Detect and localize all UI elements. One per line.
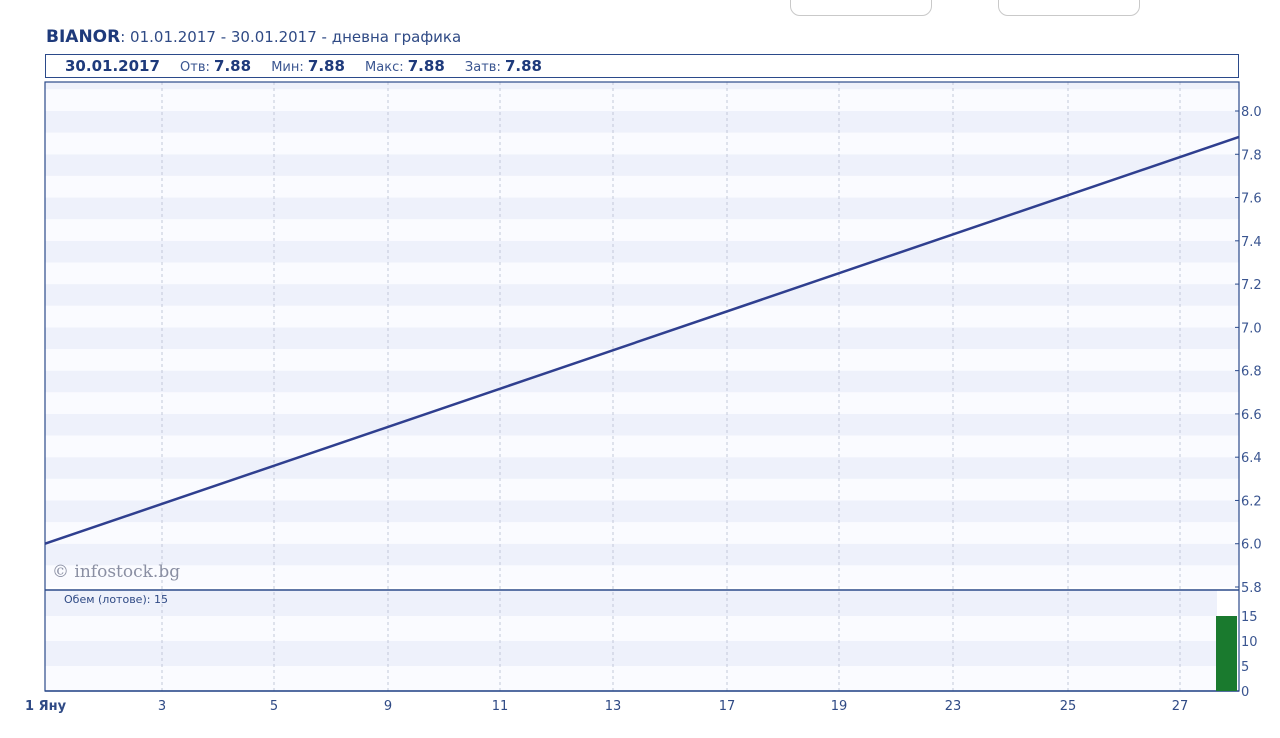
price-bands <box>45 82 1239 587</box>
chart-title: BIANOR: 01.01.2017 - 30.01.2017 - дневна… <box>46 27 461 47</box>
price-y-ticks: 5.8 6.0 6.2 6.4 6.6 6.8 7.0 7.2 7.4 7.6 7.8 8.0 <box>1235 105 1262 596</box>
open-value: 7.88 <box>214 57 252 75</box>
x-tick-label: 9 <box>384 699 392 714</box>
price-band <box>45 478 1239 501</box>
volume-band <box>45 616 1217 641</box>
x-tick-label: 25 <box>1060 699 1077 714</box>
volume-band <box>45 590 1217 616</box>
x-tick-label: 19 <box>831 699 848 714</box>
x-tick-label: 11 <box>492 699 509 714</box>
watermark: © infostock.bg <box>52 562 180 582</box>
y-tick-label: 7.0 <box>1241 321 1262 336</box>
price-band <box>45 392 1239 414</box>
price-band <box>45 349 1239 371</box>
y-tick-label: 5.8 <box>1241 581 1262 596</box>
volume-label: Обем (лотове): 15 <box>64 593 168 606</box>
y-tick-label: 8.0 <box>1241 105 1262 120</box>
y-tick-label: 6.4 <box>1241 451 1262 466</box>
price-band <box>45 154 1239 176</box>
y-tick-label: 7.2 <box>1241 278 1262 293</box>
x-ticks: 1 Яну 3 5 9 11 13 17 19 23 25 27 <box>25 699 1188 714</box>
min-label: Мин: <box>271 60 304 75</box>
price-band <box>45 219 1239 241</box>
quote-summary-box: 30.01.2017 Отв: 7.88 Мин: 7.88 Макс: 7.8… <box>45 54 1239 78</box>
top-tab-left[interactable] <box>790 0 932 16</box>
price-line <box>44 135 1240 545</box>
volume-bands <box>45 590 1217 691</box>
x-tick-label: 5 <box>270 699 278 714</box>
price-band <box>45 82 1239 90</box>
x-tick-label: 23 <box>945 699 962 714</box>
price-band <box>45 284 1239 306</box>
volume-y-ticks: 0 5 10 15 <box>1241 610 1258 700</box>
quote-date: 30.01.2017 <box>65 57 160 75</box>
open-label: Отв: <box>180 60 210 75</box>
min-value: 7.88 <box>307 57 345 75</box>
price-band <box>45 305 1239 328</box>
volume-band <box>45 666 1217 691</box>
y-tick-label: 6.2 <box>1241 494 1262 509</box>
max-label: Макс: <box>365 60 404 75</box>
volume-band <box>45 641 1217 666</box>
x-tick-label: 17 <box>719 699 736 714</box>
price-band <box>45 457 1239 479</box>
volume-tick-label: 5 <box>1241 660 1249 675</box>
close-label: Затв: <box>464 60 501 75</box>
ticker-symbol: BIANOR <box>46 27 121 47</box>
price-band <box>45 89 1239 111</box>
y-tick-label: 6.0 <box>1241 538 1262 553</box>
volume-bars <box>1216 616 1237 691</box>
close-value: 7.88 <box>504 57 542 75</box>
volume-tick-label: 0 <box>1241 685 1249 700</box>
price-band <box>45 240 1239 263</box>
price-band <box>45 175 1239 198</box>
chart-frames <box>44 81 1240 692</box>
price-band <box>45 435 1239 458</box>
y-tick-label: 7.6 <box>1241 192 1262 207</box>
price-band <box>45 197 1239 220</box>
y-tick-label: 6.8 <box>1241 365 1262 380</box>
top-tab-right[interactable] <box>998 0 1140 16</box>
chart-subtitle: : 01.01.2017 - 30.01.2017 - дневна графи… <box>120 28 462 46</box>
price-band <box>45 262 1239 285</box>
x-tick-label: 1 Яну <box>25 699 67 714</box>
price-band <box>45 132 1239 155</box>
price-series <box>44 135 1240 545</box>
max-value: 7.88 <box>407 57 445 75</box>
x-tick-label: 13 <box>605 699 622 714</box>
y-tick-label: 7.8 <box>1241 148 1262 163</box>
y-tick-label: 6.6 <box>1241 408 1262 423</box>
price-band <box>45 522 1239 544</box>
price-band <box>45 500 1239 523</box>
price-band <box>45 565 1239 587</box>
price-band <box>45 413 1239 436</box>
price-band <box>45 111 1239 133</box>
price-band <box>45 370 1239 393</box>
y-tick-label: 7.4 <box>1241 235 1262 250</box>
x-tick-label: 3 <box>158 699 166 714</box>
volume-tick-label: 15 <box>1241 610 1258 625</box>
price-band <box>45 543 1239 566</box>
volume-tick-label: 10 <box>1241 635 1258 650</box>
x-tick-label: 27 <box>1172 699 1189 714</box>
volume-bar <box>1216 616 1237 691</box>
price-band <box>45 327 1239 349</box>
